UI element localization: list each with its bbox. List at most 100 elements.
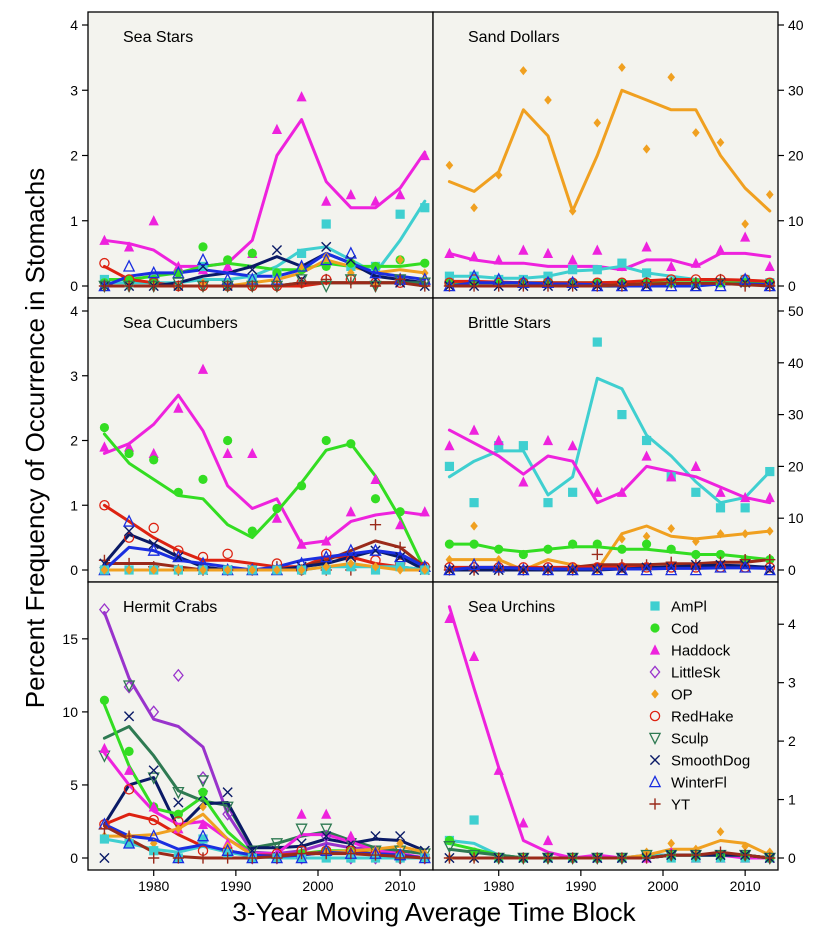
point-yt bbox=[320, 273, 332, 286]
point-op bbox=[322, 562, 331, 572]
point-cod bbox=[124, 746, 134, 756]
line-cod bbox=[102, 432, 427, 572]
point-yt bbox=[222, 852, 234, 864]
point-haddock bbox=[715, 486, 726, 497]
point-op bbox=[371, 562, 380, 572]
point-haddock bbox=[715, 244, 726, 255]
legend-item-sculp: Sculp bbox=[648, 731, 709, 748]
point-smoothdog bbox=[395, 551, 406, 563]
point-sculp bbox=[295, 823, 308, 836]
point-cod bbox=[641, 539, 652, 549]
legend-label: OP bbox=[671, 687, 693, 704]
point-haddock bbox=[99, 742, 110, 754]
point-smoothdog bbox=[542, 564, 554, 576]
x-tick-label: 1980 bbox=[483, 878, 514, 894]
point-yt bbox=[739, 280, 751, 292]
point-yt bbox=[739, 849, 751, 861]
point-smoothdog bbox=[247, 264, 258, 275]
legend-label: Haddock bbox=[671, 643, 731, 660]
point-winterfl bbox=[714, 560, 727, 573]
point-op bbox=[396, 838, 404, 848]
legend-item-littlesk: LittleSk bbox=[649, 665, 721, 682]
point-cod bbox=[247, 526, 257, 536]
point-smoothdog bbox=[321, 830, 332, 842]
y-tick-label: 0 bbox=[70, 278, 78, 294]
point-ampl bbox=[469, 498, 479, 508]
point-redhake bbox=[99, 499, 110, 511]
point-smoothdog bbox=[444, 564, 455, 576]
point-winterfl bbox=[689, 562, 703, 576]
point-smoothdog bbox=[592, 564, 603, 576]
point-haddock bbox=[321, 535, 332, 546]
point-sculp bbox=[221, 801, 234, 814]
point-yt bbox=[295, 848, 308, 860]
point-haddock bbox=[123, 764, 135, 775]
point-op bbox=[741, 219, 749, 229]
point-ampl bbox=[296, 248, 307, 258]
y-tick-label: 40 bbox=[788, 17, 804, 33]
y-tick-label: 1 bbox=[70, 213, 78, 229]
x-tick-label: 1980 bbox=[138, 878, 169, 894]
legend-label: LittleSk bbox=[671, 665, 721, 682]
panel-sea-cucumbers: 0 1 2 3 4 Sea Cucumbers bbox=[70, 297, 434, 583]
point-cod bbox=[666, 544, 676, 554]
point-yt bbox=[542, 852, 554, 864]
point-haddock bbox=[321, 195, 332, 206]
point-op bbox=[716, 529, 725, 539]
point-cod bbox=[173, 487, 183, 497]
point-winterfl bbox=[467, 557, 481, 571]
y-tick-label: 3 bbox=[70, 82, 78, 98]
point-winterfl bbox=[295, 850, 308, 864]
point-yt bbox=[567, 280, 579, 292]
point-yt bbox=[271, 852, 283, 864]
point-redhake bbox=[764, 562, 776, 573]
point-yt bbox=[419, 280, 431, 292]
panel-brittle-stars: 0 10 20 30 40 50 Brittle Stars bbox=[432, 297, 804, 583]
point-yt bbox=[714, 846, 727, 858]
point-haddock bbox=[493, 254, 504, 265]
point-haddock bbox=[197, 818, 209, 829]
point-smoothdog bbox=[345, 254, 356, 265]
legend-marker bbox=[649, 798, 661, 810]
y-tick-label: 10 bbox=[788, 213, 804, 229]
point-op bbox=[273, 274, 281, 285]
point-cod bbox=[149, 455, 159, 465]
x-tick-label: 2000 bbox=[302, 878, 333, 894]
point-haddock bbox=[690, 257, 701, 268]
point-yt bbox=[665, 277, 677, 289]
legend-marker bbox=[651, 689, 659, 699]
point-yt bbox=[714, 273, 727, 286]
point-cod bbox=[99, 422, 110, 433]
point-smoothdog bbox=[123, 526, 135, 537]
legend-label: AmPl bbox=[671, 599, 707, 616]
point-littlesk bbox=[172, 668, 184, 682]
point-winterfl bbox=[517, 562, 530, 576]
point-op bbox=[494, 555, 503, 565]
point-cod bbox=[296, 481, 307, 491]
point-yt bbox=[271, 280, 283, 292]
point-smoothdog bbox=[370, 545, 381, 556]
y-tick-label: 2 bbox=[70, 433, 78, 449]
point-yt bbox=[172, 280, 184, 292]
point-op bbox=[519, 66, 528, 76]
point-yt bbox=[443, 852, 456, 864]
point-yt bbox=[148, 280, 160, 292]
point-haddock bbox=[370, 195, 381, 206]
point-yt bbox=[665, 849, 677, 861]
point-winterfl bbox=[147, 829, 160, 842]
point-winterfl bbox=[295, 259, 308, 272]
panel-background bbox=[433, 12, 778, 298]
point-haddock bbox=[271, 123, 283, 134]
legend-marker bbox=[648, 732, 662, 746]
x-tick-label: 2010 bbox=[730, 878, 761, 894]
point-cod bbox=[370, 494, 381, 504]
point-op bbox=[174, 824, 183, 834]
point-sculp bbox=[172, 277, 185, 290]
point-cod bbox=[247, 248, 257, 258]
point-haddock bbox=[444, 612, 455, 623]
x-axis-label: 3-Year Moving Average Time Block bbox=[232, 897, 636, 927]
panel-title: Hermit Crabs bbox=[123, 599, 217, 616]
line-haddock bbox=[102, 118, 427, 268]
point-cod bbox=[346, 258, 356, 268]
point-haddock bbox=[518, 244, 529, 255]
